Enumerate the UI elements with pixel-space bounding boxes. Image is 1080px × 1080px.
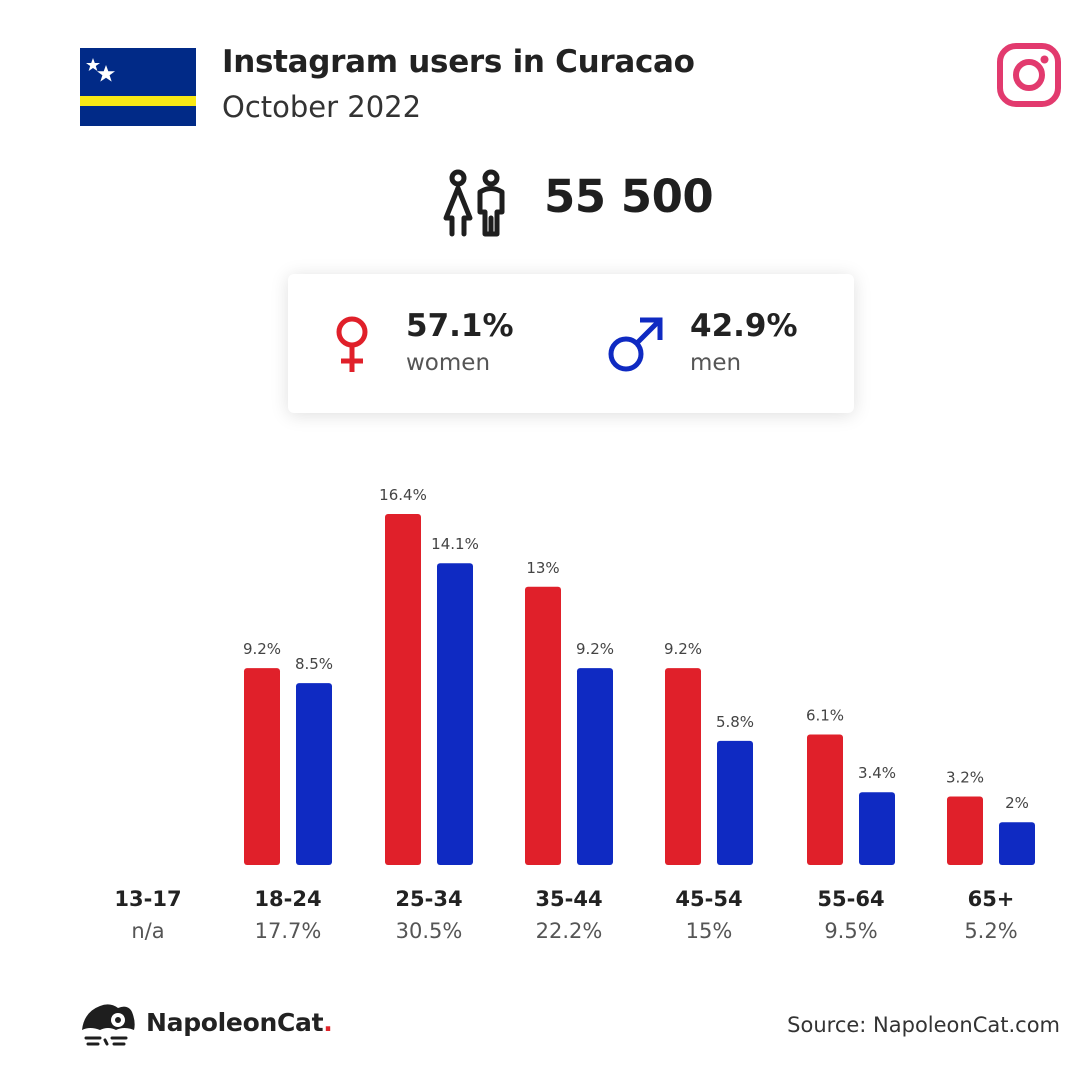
women-label: women — [406, 350, 491, 376]
data-label-women-35-44: 13% — [526, 559, 559, 577]
women-percent: 57.1% — [406, 308, 514, 344]
category-label-25-34: 25-34 — [395, 887, 462, 911]
total-users: 55 500 — [544, 170, 714, 223]
bar-women-35-44 — [525, 586, 561, 865]
men-percent: 42.9% — [690, 308, 798, 344]
source-note: Source: NapoleonCat.com — [787, 1013, 1060, 1037]
data-label-men-25-34: 14.1% — [431, 535, 479, 553]
bar-men-18-24 — [296, 683, 332, 865]
bar-women-55-64 — [807, 734, 843, 865]
category-total-55-64: 9.5% — [824, 919, 877, 943]
data-label-women-45-54: 9.2% — [664, 640, 702, 658]
data-label-women-65+: 3.2% — [946, 769, 984, 787]
bar-men-45-54 — [717, 740, 753, 865]
category-total-45-54: 15% — [686, 919, 733, 943]
age-gender-bar-chart: 13-17 n/a 9.2% 8.5% 18-24 17.7% 16.4% 14.1% 25-3… — [114, 486, 1035, 943]
men-label: men — [690, 350, 742, 376]
category-total-25-34: 30.5% — [396, 919, 463, 943]
users-icon — [443, 169, 505, 237]
bar-women-65+ — [947, 796, 983, 865]
brand-dot: . — [323, 1008, 333, 1037]
data-label-women-18-24: 9.2% — [243, 640, 281, 658]
instagram-icon — [997, 43, 1061, 107]
category-total-35-44: 22.2% — [536, 919, 603, 943]
napoleoncat-logo-icon — [82, 1004, 135, 1046]
bar-men-25-34 — [437, 563, 473, 865]
data-label-men-18-24: 8.5% — [295, 655, 333, 673]
flag-star-small — [86, 58, 100, 71]
flag-star-large — [97, 65, 115, 82]
female-icon — [336, 316, 368, 372]
bar-men-65+ — [999, 822, 1035, 865]
category-total-13-17: n/a — [131, 919, 164, 943]
data-label-men-45-54: 5.8% — [716, 713, 754, 731]
category-total-18-24: 17.7% — [255, 919, 322, 943]
gender-card: 57.1% women 42.9% men — [288, 274, 854, 413]
category-label-45-54: 45-54 — [675, 887, 742, 911]
data-label-men-55-64: 3.4% — [858, 764, 896, 782]
data-label-women-55-64: 6.1% — [806, 706, 844, 724]
brand-name: NapoleonCat. — [146, 1008, 333, 1037]
category-total-65+: 5.2% — [964, 919, 1017, 943]
category-label-65+: 65+ — [968, 887, 1015, 911]
bar-women-18-24 — [244, 668, 280, 865]
brand-text: NapoleonCat — [146, 1008, 324, 1037]
bar-women-25-34 — [385, 514, 421, 865]
category-label-55-64: 55-64 — [817, 887, 884, 911]
data-label-men-35-44: 9.2% — [576, 640, 614, 658]
page-title: Instagram users in Curacao — [222, 44, 695, 80]
bar-men-55-64 — [859, 792, 895, 865]
bar-women-45-54 — [665, 668, 701, 865]
category-label-18-24: 18-24 — [254, 887, 321, 911]
curacao-flag — [80, 48, 196, 126]
category-label-13-17: 13-17 — [114, 887, 181, 911]
male-icon — [608, 317, 663, 372]
data-label-men-65+: 2% — [1005, 794, 1029, 812]
page-subtitle: October 2022 — [222, 90, 422, 124]
data-label-women-25-34: 16.4% — [379, 486, 427, 504]
bar-men-35-44 — [577, 668, 613, 865]
category-label-35-44: 35-44 — [535, 887, 602, 911]
